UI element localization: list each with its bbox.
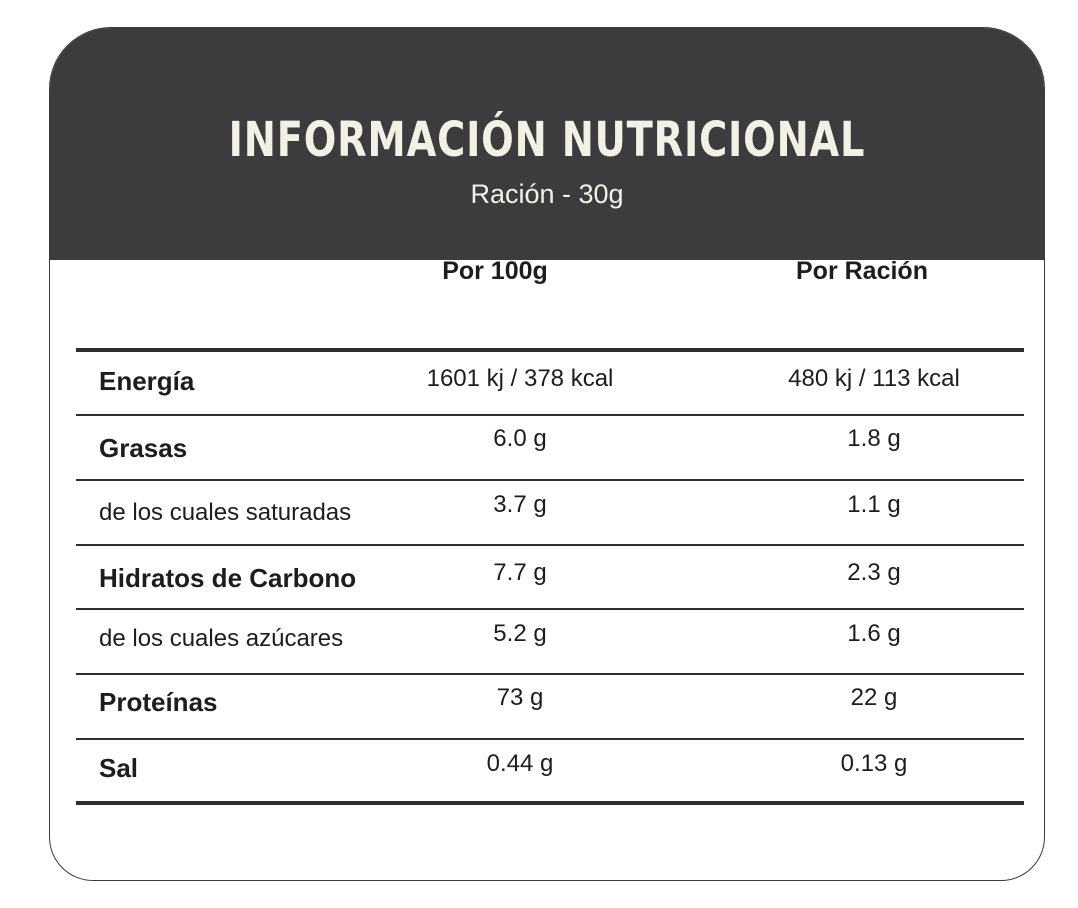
- column-header-per-serving: Por Ración: [796, 257, 928, 285]
- cell-azucares-per-100g: 5.2 g: [493, 620, 547, 647]
- cell-hidratos-per-serving: 2.3 g: [847, 559, 901, 586]
- row-label-azucares: de los cuales azúcares: [99, 625, 344, 652]
- column-header-per-100g: Por 100g: [442, 257, 548, 285]
- row-divider: [76, 608, 1024, 610]
- row-divider: [76, 414, 1024, 416]
- row-label-energia: Energía: [99, 366, 195, 396]
- table-top-rule: [76, 348, 1024, 352]
- cell-grasas-per-serving: 1.8 g: [847, 425, 901, 452]
- cell-energia-per-serving: 480 kj / 113 kcal: [788, 365, 960, 392]
- table-bottom-rule: [76, 801, 1024, 805]
- cell-hidratos-per-100g: 7.7 g: [493, 559, 547, 586]
- cell-grasas-per-100g: 6.0 g: [493, 425, 547, 452]
- row-divider: [76, 544, 1024, 546]
- row-divider: [76, 738, 1024, 740]
- cell-sal-per-serving: 0.13 g: [840, 750, 908, 777]
- cell-azucares-per-serving: 1.6 g: [847, 620, 901, 647]
- row-label-hidratos: Hidratos de Carbono: [99, 563, 357, 593]
- page-title: INFORMACIÓN NUTRICIONAL: [228, 112, 866, 168]
- cell-sal-per-100g: 0.44 g: [486, 750, 554, 777]
- row-label-saturadas: de los cuales saturadas: [99, 499, 352, 526]
- row-label-grasas: Grasas: [99, 433, 188, 463]
- row-label-proteinas: Proteínas: [99, 687, 218, 717]
- row-divider: [76, 673, 1024, 675]
- serving-size-subtitle: Ración - 30g: [470, 179, 624, 209]
- header-banner: INFORMACIÓN NUTRICIONAL Ración - 30g: [50, 28, 1044, 260]
- cell-saturadas-per-serving: 1.1 g: [847, 491, 901, 518]
- cell-proteinas-per-serving: 22 g: [850, 684, 898, 711]
- cell-saturadas-per-100g: 3.7 g: [493, 491, 547, 518]
- row-label-sal: Sal: [99, 753, 139, 783]
- cell-energia-per-100g: 1601 kj / 378 kcal: [426, 365, 614, 392]
- cell-proteinas-per-100g: 73 g: [496, 684, 544, 711]
- row-divider: [76, 479, 1024, 481]
